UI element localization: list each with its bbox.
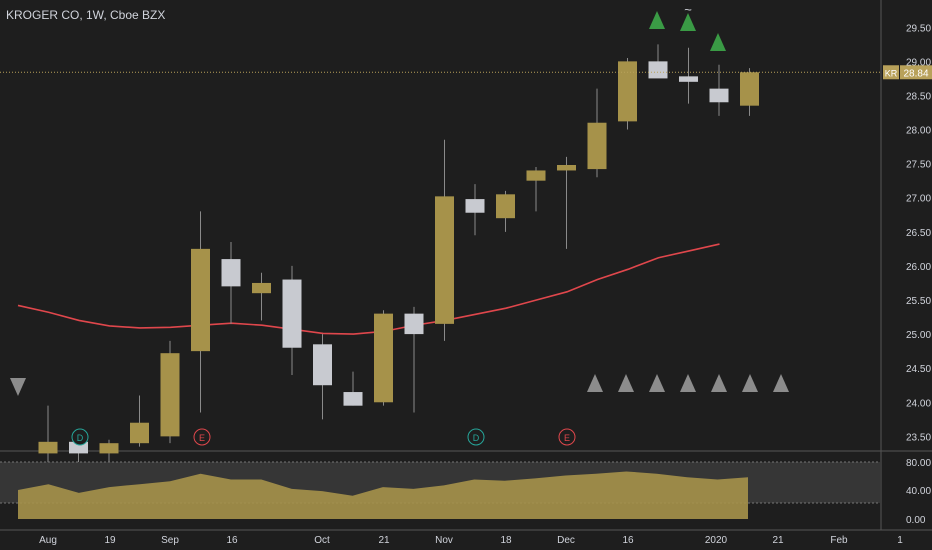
x-tick-label: Aug: [39, 535, 57, 546]
signal-up-triangle: [587, 374, 603, 392]
x-tick-label: 16: [226, 535, 238, 546]
y-tick-label: 23.50: [906, 432, 931, 443]
candle-body: [648, 61, 668, 79]
panel-y-tick: 0.00: [906, 515, 926, 526]
y-tick-label: 29.00: [906, 57, 931, 68]
event-label: E: [564, 433, 570, 443]
candle-body: [221, 259, 241, 287]
x-tick-label: 19: [104, 535, 116, 546]
tilde-marker: ~: [684, 2, 692, 17]
y-tick-label: 24.50: [906, 364, 931, 375]
axes: KR 28.84 29.50 29.00 28.50 28.00 27.50 27.00 26.…: [0, 23, 932, 546]
y-tick-label: 25.00: [906, 330, 931, 341]
last-price-ticker: KR: [885, 68, 898, 78]
signal-up-triangle: [773, 374, 789, 392]
y-tick-label: 25.50: [906, 296, 931, 307]
indicator-panel: 80.00 40.00 0.00: [0, 458, 931, 526]
event-marker: [71, 428, 89, 446]
event-label: D: [473, 433, 480, 443]
candle-body: [679, 76, 698, 82]
chart-title: KROGER CO, 1W, Cboe BZX: [6, 8, 166, 22]
candle-body: [313, 344, 332, 386]
candle-body: [557, 165, 576, 171]
candles: [38, 44, 759, 471]
signal-up-triangle: [742, 374, 758, 392]
signal-up-triangle: [680, 13, 696, 31]
x-tick-label: 2020: [705, 535, 728, 546]
y-tick-label: 26.50: [906, 228, 931, 239]
candle-body: [130, 422, 149, 444]
moving-average: [17, 243, 720, 335]
last-price-value: 28.84: [903, 68, 928, 79]
x-tick-label: Oct: [314, 535, 330, 546]
event-marker: [193, 428, 211, 446]
y-tick-label: 28.50: [906, 91, 931, 102]
y-tick-label: 24.00: [906, 398, 931, 409]
candle-body: [709, 88, 729, 103]
event-marker: [558, 428, 576, 446]
candle-body: [435, 196, 454, 324]
y-tick-label: 28.00: [906, 126, 931, 137]
panel-y-tick: 80.00: [906, 458, 931, 469]
candle-body: [496, 194, 515, 219]
candle-body: [252, 282, 271, 294]
candle-body: [404, 313, 424, 335]
x-tick-label: Feb: [830, 535, 848, 546]
candle-body: [343, 392, 363, 406]
event-marker: [467, 428, 485, 446]
y-tick-label: 27.00: [906, 194, 931, 205]
signal-up-triangle: [649, 11, 665, 29]
candle-body: [160, 353, 180, 437]
candle-body: [99, 443, 119, 454]
candle-body: [282, 279, 302, 348]
event-label: E: [199, 433, 205, 443]
x-tick-label: 21: [378, 535, 390, 546]
y-tick-label: 27.50: [906, 160, 931, 171]
moving-average-line: [17, 243, 720, 335]
candle-body: [38, 441, 58, 454]
candle-body: [526, 170, 546, 181]
last-price-badge: [900, 65, 932, 80]
signals: ~: [10, 2, 789, 396]
signal-down-triangle: [10, 378, 26, 396]
x-tick-label: 18: [500, 535, 512, 546]
x-tick-label: 21: [772, 535, 784, 546]
candle-body: [465, 199, 485, 213]
candle-body: [374, 313, 393, 403]
x-tick-label: 16: [622, 535, 634, 546]
candle-body: [740, 72, 759, 106]
candle-body: [587, 122, 607, 170]
signal-up-triangle: [711, 374, 727, 392]
x-tick-label: Sep: [161, 535, 179, 546]
candle-body: [69, 441, 88, 454]
last-price-ticker-badge: [883, 65, 899, 80]
grid: [0, 0, 932, 531]
candle-body: [191, 248, 210, 352]
panel-area: [18, 471, 748, 519]
x-tick-label: 1: [897, 535, 903, 546]
signal-up-triangle: [710, 33, 726, 51]
x-tick-label: Dec: [557, 535, 575, 546]
y-tick-label: 26.00: [906, 262, 931, 273]
candle-body: [618, 61, 637, 122]
panel-y-tick: 40.00: [906, 486, 931, 497]
signal-up-triangle: [680, 374, 696, 392]
signal-up-triangle: [618, 374, 634, 392]
y-tick-label: 29.50: [906, 23, 931, 34]
x-tick-label: Nov: [435, 535, 453, 546]
event-label: D: [77, 433, 84, 443]
signal-up-triangle: [649, 374, 665, 392]
